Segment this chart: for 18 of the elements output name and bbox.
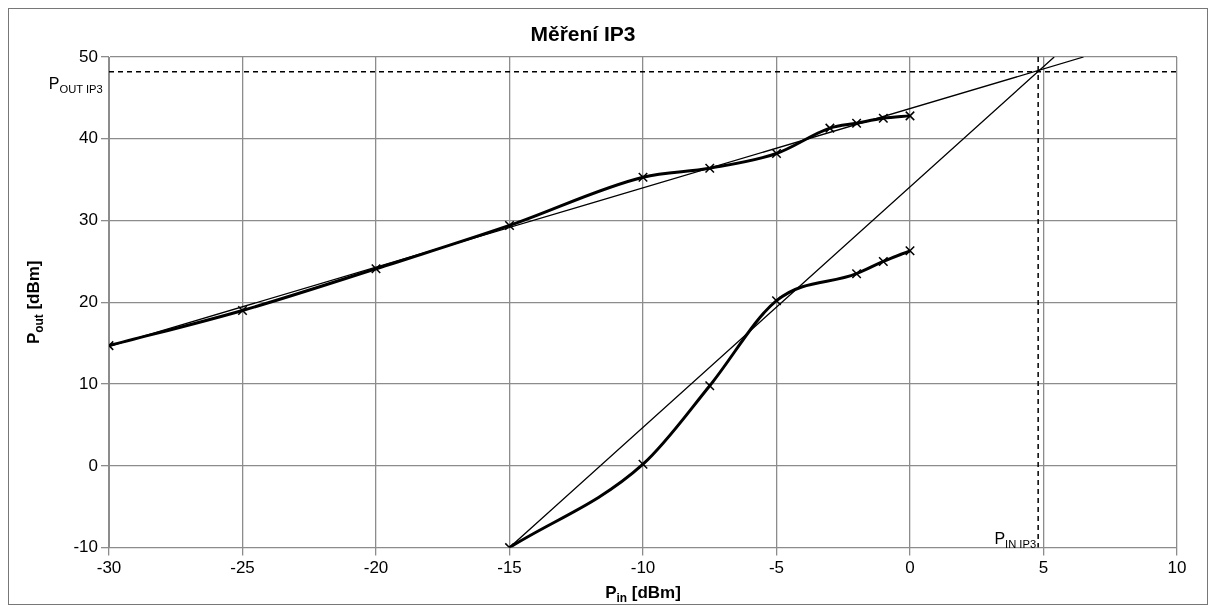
- chart-title: Měření IP3: [530, 22, 636, 45]
- x-tick-label: -10: [630, 558, 656, 578]
- x-tick-label: 0: [905, 558, 915, 578]
- y-tick-label: 30: [79, 210, 98, 230]
- y-axis-title: Pout [dBm]: [24, 260, 47, 345]
- y-tick-label: -10: [73, 537, 98, 557]
- x-tick-label: 10: [1167, 558, 1187, 578]
- y-tick-label: 0: [88, 455, 98, 475]
- x-tick-label: -25: [230, 558, 255, 578]
- y-tick-label: 20: [79, 291, 98, 311]
- x-tick-label: -20: [363, 558, 389, 578]
- x-tick-label: -30: [96, 558, 122, 578]
- x-tick-label: 5: [1038, 558, 1049, 578]
- y-tick-label: 10: [79, 373, 98, 393]
- y-tick-label: 40: [79, 128, 98, 148]
- y-tick-label: 50: [79, 46, 98, 66]
- x-tick-label: -15: [497, 558, 522, 578]
- x-tick-label: -5: [768, 558, 785, 578]
